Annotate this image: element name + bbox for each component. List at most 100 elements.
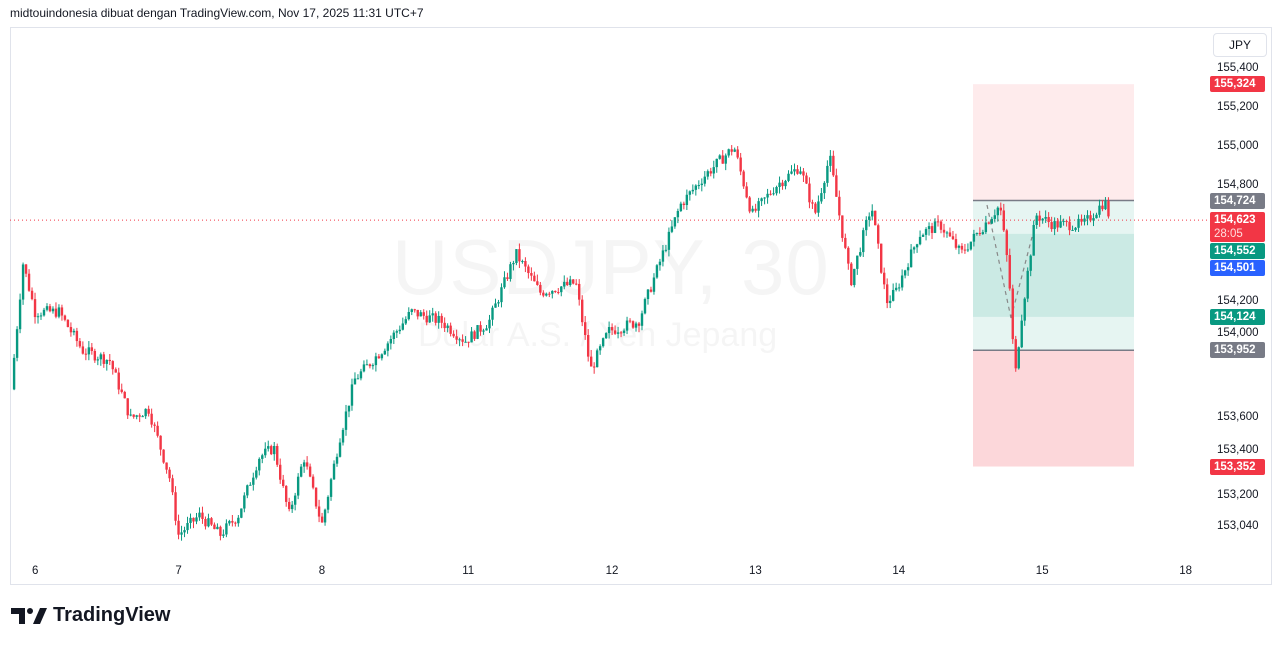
- candle-body: [243, 495, 246, 509]
- candle-body: [168, 469, 171, 479]
- candle-body: [1053, 221, 1056, 230]
- candle-body: [311, 476, 315, 488]
- candle-body: [655, 265, 659, 278]
- candle-body: [344, 411, 348, 430]
- candle-body: [918, 236, 922, 245]
- candle-body: [353, 378, 357, 385]
- candle-body: [802, 171, 805, 176]
- candle-body: [195, 517, 198, 522]
- candle-body: [799, 171, 802, 174]
- candle-body: [33, 299, 37, 318]
- candle-body: [63, 315, 67, 320]
- candle-body: [506, 277, 509, 279]
- candle-body: [1077, 218, 1080, 228]
- candle-body: [772, 193, 775, 195]
- candle-body: [1002, 210, 1005, 231]
- candle-body: [335, 456, 339, 464]
- ask-label-value: 154,501: [1214, 262, 1256, 275]
- candle-body: [903, 270, 907, 276]
- entry-lower-label-value: 153,952: [1214, 344, 1256, 357]
- tradingview-logo: TradingView: [11, 604, 170, 627]
- candle-body: [485, 328, 488, 331]
- candle-body: [945, 232, 949, 234]
- candle-body: [542, 292, 545, 296]
- candle-body: [1062, 221, 1065, 223]
- entry-label: 154,724: [1210, 192, 1265, 209]
- candle-body: [138, 415, 141, 417]
- tradingview-logo-icon: [11, 607, 47, 624]
- target-label: 154,124: [1210, 308, 1265, 325]
- candle-body: [219, 526, 222, 536]
- candle-body: [114, 369, 117, 373]
- candle-body: [736, 149, 739, 158]
- candle-body: [548, 293, 551, 295]
- x-axis-tick: 7: [175, 565, 182, 577]
- candle-body: [844, 237, 847, 248]
- candle-body: [308, 466, 312, 477]
- candle-body: [147, 408, 150, 414]
- candle-body: [204, 518, 207, 527]
- currency-button[interactable]: JPY: [1213, 33, 1267, 57]
- y-axis-tick: 153,040: [1217, 520, 1259, 533]
- candle-body: [500, 287, 503, 303]
- candle-body: [231, 521, 234, 523]
- candle-body: [305, 462, 309, 467]
- candle-body: [368, 364, 372, 367]
- candle-body: [36, 316, 40, 318]
- candle-body: [691, 189, 695, 192]
- candle-body: [356, 378, 360, 380]
- candle-body: [228, 521, 231, 524]
- candle-body: [808, 183, 811, 203]
- candle-body: [449, 325, 452, 334]
- candle-body: [255, 470, 258, 478]
- candle-body: [909, 249, 913, 268]
- candle-body: [939, 221, 943, 230]
- candle-body: [877, 225, 880, 244]
- candle-body: [329, 479, 333, 497]
- candle-body: [225, 523, 228, 535]
- candle-body: [431, 313, 434, 316]
- candle-body: [646, 289, 650, 300]
- x-axis-tick: 8: [318, 565, 326, 577]
- candle-body: [347, 405, 351, 412]
- candle-body: [72, 330, 76, 333]
- candle-body: [814, 203, 817, 213]
- candle-body: [491, 307, 494, 320]
- candle-body: [222, 534, 225, 536]
- candle-body: [880, 243, 883, 273]
- candle-body: [383, 350, 387, 355]
- candle-body: [279, 464, 282, 480]
- candle-body: [796, 169, 799, 174]
- candle-body: [781, 182, 784, 187]
- candle-body: [177, 520, 180, 535]
- candle-body: [404, 319, 407, 324]
- candle-body: [1011, 288, 1014, 340]
- position-stop-zone-upper: [973, 84, 1134, 201]
- x-axis-tick: 13: [749, 565, 762, 577]
- stop-lower-label-value: 153,352: [1214, 460, 1256, 473]
- candle-body: [1086, 215, 1089, 219]
- candle-body: [419, 312, 422, 317]
- candle-body: [518, 249, 521, 262]
- candle-body: [524, 261, 527, 267]
- candle-body: [894, 287, 898, 290]
- candle-body: [1068, 221, 1071, 231]
- candle-body: [1107, 201, 1110, 217]
- candle-body: [703, 176, 706, 184]
- candle-body: [1038, 215, 1041, 221]
- candle-body: [299, 466, 303, 477]
- candle-body: [856, 255, 859, 269]
- candle-body: [999, 207, 1002, 211]
- candle-body: [533, 275, 536, 282]
- candle-body: [287, 501, 291, 510]
- candle-body: [724, 155, 727, 164]
- candle-body: [380, 354, 384, 359]
- candle-body: [709, 171, 712, 174]
- candle-body: [667, 231, 671, 250]
- candle-body: [437, 315, 440, 323]
- candle-body: [900, 275, 904, 288]
- candle-body: [888, 300, 892, 304]
- candle-body: [479, 325, 482, 332]
- candle-body: [583, 322, 587, 336]
